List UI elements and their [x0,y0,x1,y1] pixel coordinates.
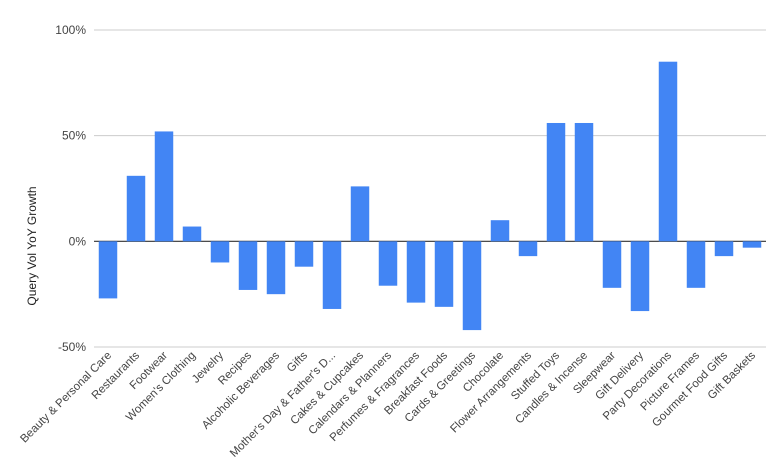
bar [546,122,566,242]
bar [294,241,314,267]
bar [658,61,678,242]
bar [574,122,594,242]
bar [182,226,202,242]
bar [742,241,762,248]
bar [210,241,230,263]
x-axis-labels: Beauty & Personal CareRestaurantsFootwea… [18,349,758,459]
bar [686,241,706,288]
y-axis-ticks: -50% 0% 50% 100% [55,23,86,354]
bar [462,241,482,331]
bar [378,241,398,286]
bar [602,241,622,288]
bar [630,241,650,312]
bar [714,241,734,257]
y-tick-label: 50% [62,129,86,143]
bar [322,241,342,309]
gridlines [94,29,766,348]
y-tick-label: 0% [69,234,87,248]
x-category-label: Gifts [285,349,310,374]
y-tick-label: 100% [55,23,86,37]
bar [406,241,426,303]
bar [154,131,174,242]
bar [490,220,510,242]
bar [350,186,370,242]
bar [518,241,538,257]
y-tick-label: -50% [58,340,86,354]
bar [98,241,118,299]
bars [98,61,762,331]
bar [434,241,454,307]
bar [238,241,258,290]
bar [266,241,286,295]
bar [126,175,146,242]
y-axis-title: Query Vol YoY Growth [25,186,39,305]
